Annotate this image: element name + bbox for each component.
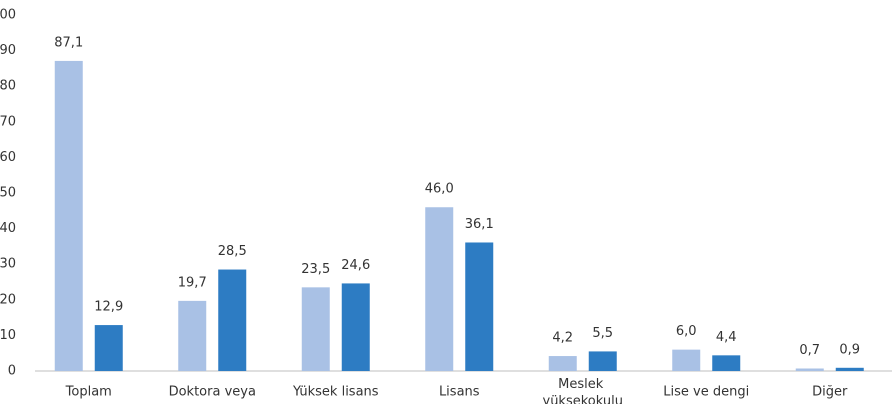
y-tick-label: 80 bbox=[0, 79, 16, 94]
value-label: 4,4 bbox=[716, 330, 737, 345]
value-label: 6,0 bbox=[676, 324, 697, 339]
bar bbox=[341, 283, 370, 371]
bar bbox=[795, 368, 824, 371]
value-label: 23,5 bbox=[301, 262, 330, 277]
bar bbox=[54, 60, 83, 371]
x-tick-label: Diğer bbox=[812, 385, 848, 400]
bar bbox=[425, 207, 454, 371]
value-label: 0,7 bbox=[799, 343, 820, 358]
x-tick-label: Lise ve dengi bbox=[663, 385, 749, 400]
x-tick-label: Lisans bbox=[439, 385, 480, 400]
x-tick-label: Doktora veya bbox=[169, 385, 256, 400]
x-tick-label: Meslek yüksekokulu bbox=[543, 377, 623, 404]
y-tick-label: 100 bbox=[0, 8, 16, 23]
bar bbox=[218, 269, 247, 371]
bar bbox=[94, 325, 123, 371]
y-tick-label: 60 bbox=[0, 150, 16, 165]
bar bbox=[588, 351, 617, 371]
value-label: 28,5 bbox=[218, 244, 247, 259]
y-tick-label: 0 bbox=[8, 364, 16, 379]
y-tick-label: 20 bbox=[0, 292, 16, 307]
value-label: 46,0 bbox=[425, 182, 454, 197]
value-label: 0,9 bbox=[839, 342, 860, 357]
bar bbox=[835, 367, 864, 371]
value-label: 36,1 bbox=[465, 217, 494, 232]
y-tick-label: 40 bbox=[0, 221, 16, 236]
bar bbox=[301, 287, 330, 371]
value-label: 24,6 bbox=[341, 258, 370, 273]
bar bbox=[178, 300, 207, 371]
x-tick-label: Yüksek lisans bbox=[292, 385, 379, 400]
x-tick-label: Toplam bbox=[65, 385, 112, 400]
bar bbox=[672, 349, 701, 371]
y-tick-label: 70 bbox=[0, 114, 16, 129]
value-label: 87,1 bbox=[54, 35, 83, 50]
y-tick-label: 90 bbox=[0, 43, 16, 58]
value-label: 4,2 bbox=[552, 331, 573, 346]
bar bbox=[548, 356, 577, 371]
bar bbox=[465, 242, 494, 371]
y-tick-label: 30 bbox=[0, 257, 16, 272]
value-label: 19,7 bbox=[178, 275, 207, 290]
value-label: 5,5 bbox=[592, 326, 613, 341]
bar bbox=[712, 355, 741, 371]
y-tick-label: 50 bbox=[0, 186, 16, 201]
value-label: 12,9 bbox=[94, 300, 123, 315]
y-tick-label: 10 bbox=[0, 328, 16, 343]
